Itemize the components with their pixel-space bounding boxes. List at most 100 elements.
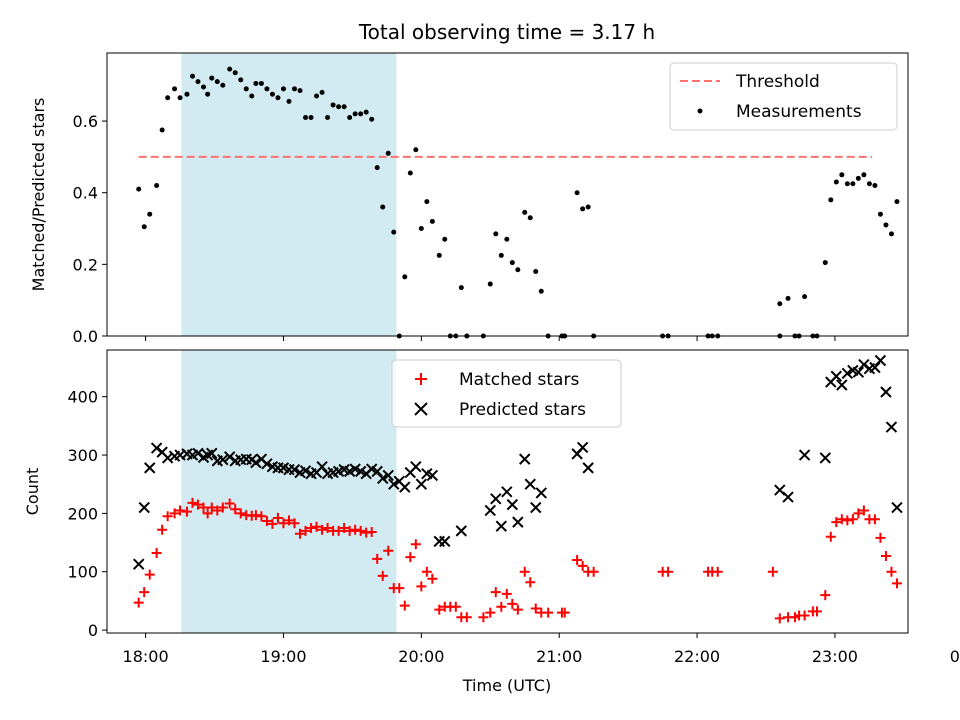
predicted-star-point	[439, 535, 451, 548]
measurement-point	[184, 91, 190, 97]
matched-star-point	[162, 511, 173, 522]
predicted-star-point	[490, 493, 502, 505]
counts-y-ticks: 0 100 200 300 400	[67, 388, 107, 640]
ratio-x-ticks	[145, 336, 836, 341]
predicted-star-point	[150, 442, 163, 454]
matched-star-point	[525, 577, 536, 588]
matched-star-point	[421, 566, 432, 577]
matched-star-point	[187, 497, 198, 508]
measurement-point	[850, 181, 856, 187]
predicted-star-point	[576, 441, 589, 454]
matched-star-point	[283, 515, 294, 526]
measurement-point	[833, 179, 839, 185]
predicted-star-point	[524, 478, 536, 490]
measurement-point	[504, 236, 510, 242]
x-tick-label: 00:00	[950, 647, 960, 666]
measurement-point	[585, 204, 591, 210]
matched-star-point	[267, 518, 278, 529]
measurement-point	[319, 89, 325, 95]
matched-star-point	[875, 532, 886, 543]
legend-matched-label: Matched stars	[459, 370, 579, 390]
predicted-star-point	[133, 558, 145, 570]
measurement-point	[533, 269, 539, 275]
measurement-point	[418, 226, 424, 232]
matched-star-point	[256, 511, 267, 522]
measurement-point	[385, 150, 391, 156]
measurement-point	[883, 222, 889, 228]
measurement-point	[493, 231, 499, 237]
measurement-point	[141, 224, 147, 230]
predicted-star-point	[858, 358, 870, 371]
matched-star-point	[333, 525, 344, 536]
predicted-star-point	[782, 491, 794, 503]
predicted-star-point	[869, 361, 881, 374]
matched-star-point	[394, 583, 405, 594]
matched-star-point	[831, 517, 842, 528]
measurement-point	[515, 267, 521, 273]
predicted-star-point	[371, 465, 383, 478]
predicted-star-point	[223, 451, 236, 463]
measurement-point	[429, 218, 435, 224]
matched-star-point	[144, 569, 155, 580]
counts-panel: 0 100 200 300 400 18:00 19:00 20:00 21:00 22:00 2…	[23, 349, 960, 695]
matched-star-point	[434, 604, 445, 615]
x-tick-label: 21:00	[536, 647, 582, 666]
counts-marks	[133, 354, 903, 624]
matched-star-point	[295, 528, 306, 539]
measurement-point	[209, 75, 215, 81]
y-tick-label: 0.2	[73, 255, 98, 274]
predicted-star-point	[506, 498, 519, 511]
matched-star-point	[825, 531, 836, 542]
predicted-star-point	[885, 421, 898, 433]
measurement-point	[165, 95, 171, 101]
predicted-star-point	[455, 525, 468, 537]
matched-star-point	[767, 566, 778, 577]
predicted-star-point	[144, 462, 156, 474]
predicted-star-point	[192, 447, 204, 459]
matched-star-point	[289, 518, 300, 529]
measurement-point	[154, 183, 160, 189]
measurement-point	[264, 86, 270, 92]
predicted-star-point	[377, 472, 389, 485]
measurement-point	[258, 80, 264, 86]
matched-star-point	[181, 506, 192, 517]
x-tick-label: 19:00	[260, 647, 306, 666]
chart-title: Total observing time = 3.17 h	[358, 20, 655, 44]
measurement-point	[227, 66, 233, 72]
y-tick-label: 400	[67, 388, 98, 407]
measurement-point	[498, 252, 504, 258]
measurement-point	[828, 197, 834, 203]
measurement-point	[314, 93, 320, 99]
matched-star-point	[317, 524, 328, 535]
matched-star-point	[377, 570, 388, 581]
matched-star-point	[230, 504, 241, 515]
predicted-star-point	[299, 465, 312, 477]
matched-star-point	[372, 553, 383, 564]
measurement-point	[402, 274, 408, 280]
measurement-point	[341, 104, 347, 110]
matched-star-point	[427, 573, 438, 584]
measurement-point	[308, 114, 314, 120]
observing-window-shade-top	[181, 53, 397, 336]
ratio-y-axis-label: Matched/Predicted stars	[29, 98, 48, 292]
matched-star-point	[507, 598, 518, 609]
measurement-point	[347, 114, 353, 120]
measurement-point	[861, 172, 867, 178]
ratio-legend-box	[669, 62, 898, 131]
predicted-star-point	[217, 453, 229, 466]
predicted-star-point	[519, 453, 531, 465]
matched-star-point	[151, 548, 162, 559]
matched-star-point	[450, 601, 461, 612]
matched-star-point	[206, 502, 217, 513]
measurement-point	[436, 252, 442, 258]
y-tick-label: 0.0	[73, 327, 98, 346]
matched-star-point	[880, 550, 891, 561]
matched-star-point	[350, 524, 361, 535]
predicted-star-point	[288, 463, 301, 476]
predicted-star-point	[415, 478, 428, 490]
matched-star-point	[175, 505, 186, 516]
y-tick-label: 100	[67, 563, 98, 582]
measurement-point	[802, 294, 808, 300]
matched-star-point	[272, 513, 283, 524]
counts-y-axis-label: Count	[23, 468, 42, 516]
